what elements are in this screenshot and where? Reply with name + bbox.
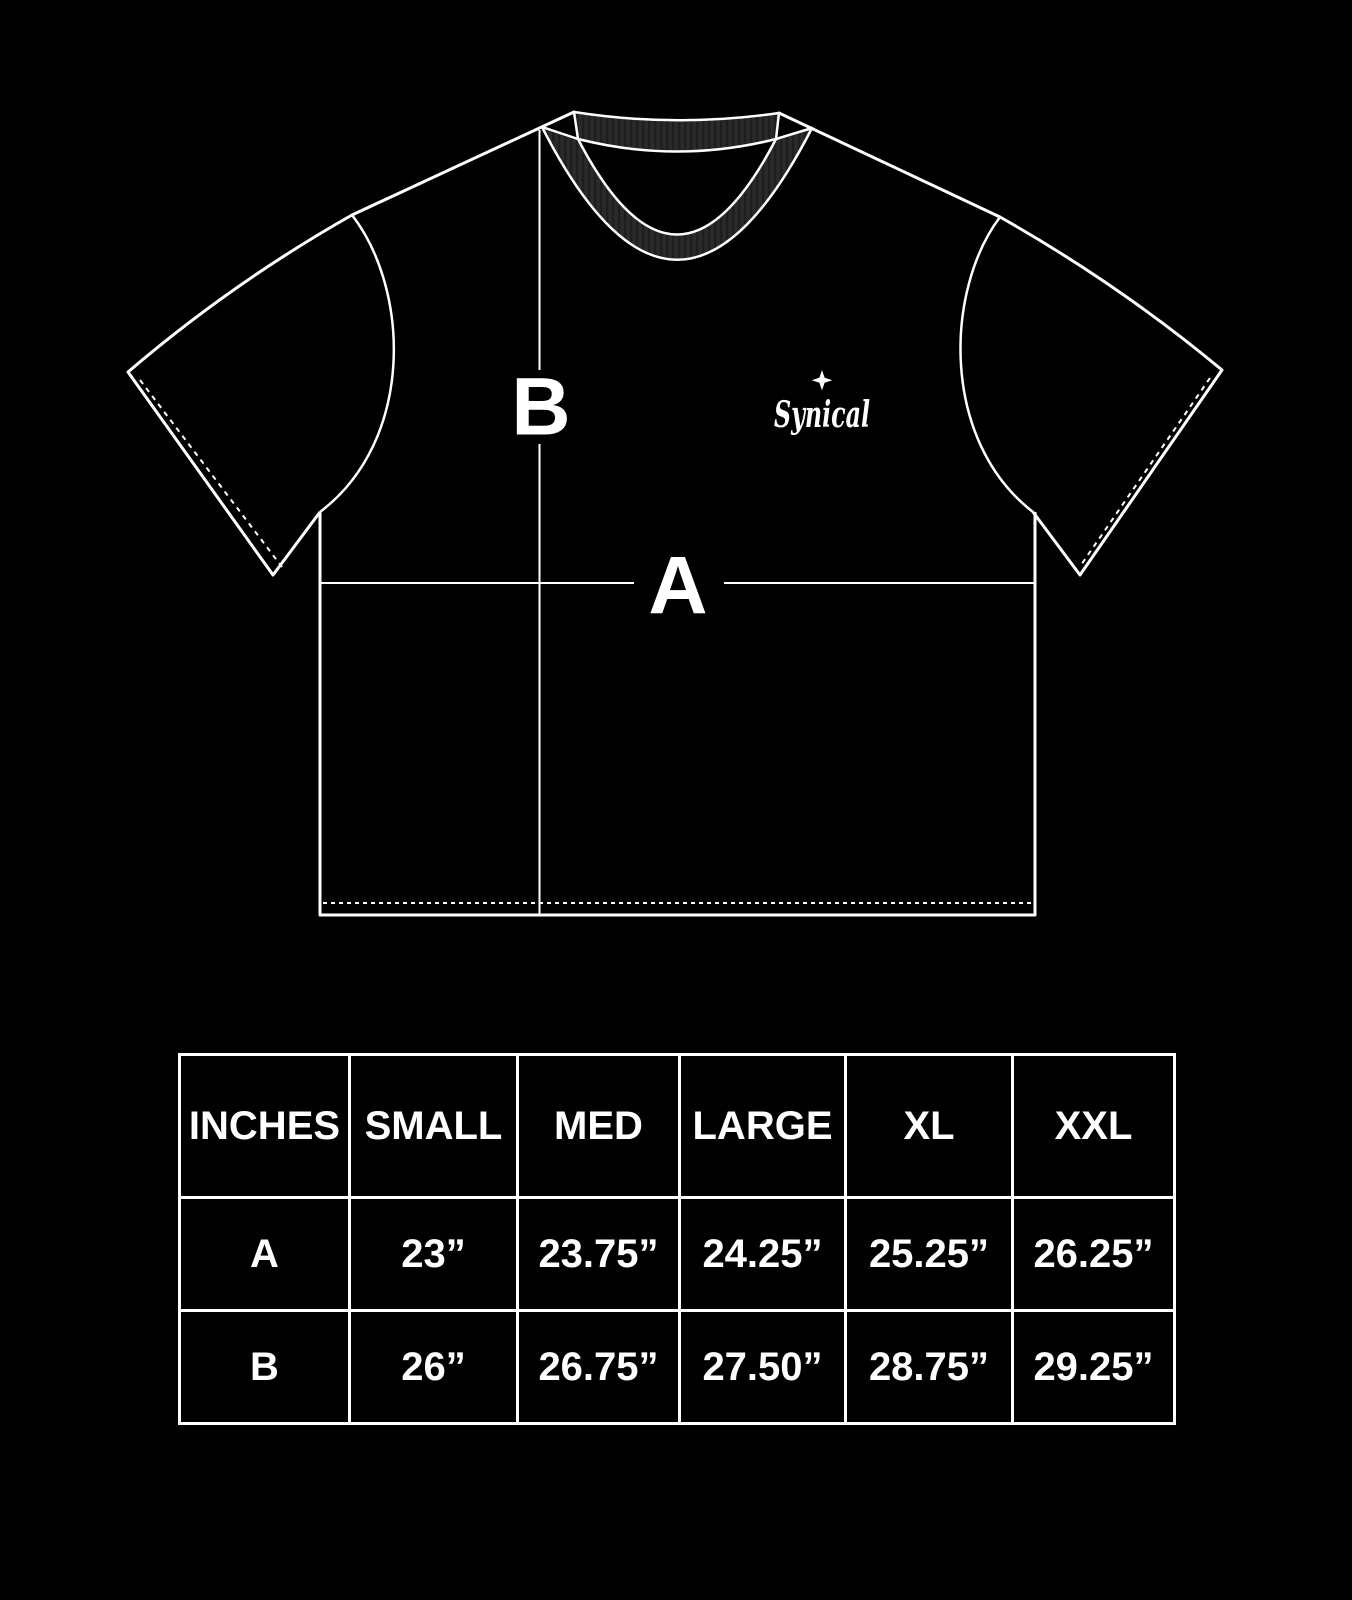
measure-label-a: A <box>648 541 707 632</box>
measure-label-b: B <box>511 362 570 453</box>
cell-b-xl: 28.75” <box>844 1309 1014 1425</box>
col-header-inches: INCHES <box>178 1053 351 1199</box>
row-label-b: B <box>178 1309 351 1425</box>
cell-a-xl: 25.25” <box>844 1196 1014 1312</box>
right-armhole-seam <box>959 216 1034 513</box>
cell-b-xxl: 29.25” <box>1011 1309 1176 1425</box>
cell-b-small: 26” <box>348 1309 519 1425</box>
row-label-a: A <box>178 1196 351 1312</box>
body-panel <box>318 512 1037 917</box>
table-row-a: A 23” 23.75” 24.25” 25.25” 26.25” <box>178 1196 1176 1312</box>
left-sleeve <box>126 213 353 577</box>
right-cuff-stitch <box>1080 377 1211 566</box>
col-header-xxl: XXL <box>1011 1053 1176 1199</box>
collar-back-band <box>572 110 781 153</box>
left-cuff-stitch <box>139 379 283 568</box>
col-header-xl: XL <box>844 1053 1014 1199</box>
cell-a-large: 24.25” <box>678 1196 847 1312</box>
cell-a-small: 23” <box>348 1196 519 1312</box>
size-chart-header-row: INCHES SMALL MED LARGE XL XXL <box>178 1053 1176 1199</box>
shoulder-seams <box>350 110 1002 219</box>
cell-b-large: 27.50” <box>678 1309 847 1425</box>
left-armhole-seam <box>319 214 396 513</box>
col-header-small: SMALL <box>348 1053 519 1199</box>
sparkle-star-icon <box>811 370 833 391</box>
cell-b-med: 26.75” <box>516 1309 681 1425</box>
table-row-b: B 26” 26.75” 27.50” 28.75” 29.25” <box>178 1309 1176 1425</box>
col-header-med: MED <box>516 1053 681 1199</box>
size-chart-table: INCHES SMALL MED LARGE XL XXL A 23” 23.7… <box>178 1053 1176 1425</box>
right-sleeve <box>999 215 1224 577</box>
brand-logo: Synical <box>774 394 870 436</box>
cell-a-med: 23.75” <box>516 1196 681 1312</box>
col-header-large: LARGE <box>678 1053 847 1199</box>
collar-front-band <box>540 125 814 261</box>
cell-a-xxl: 26.25” <box>1011 1196 1176 1312</box>
